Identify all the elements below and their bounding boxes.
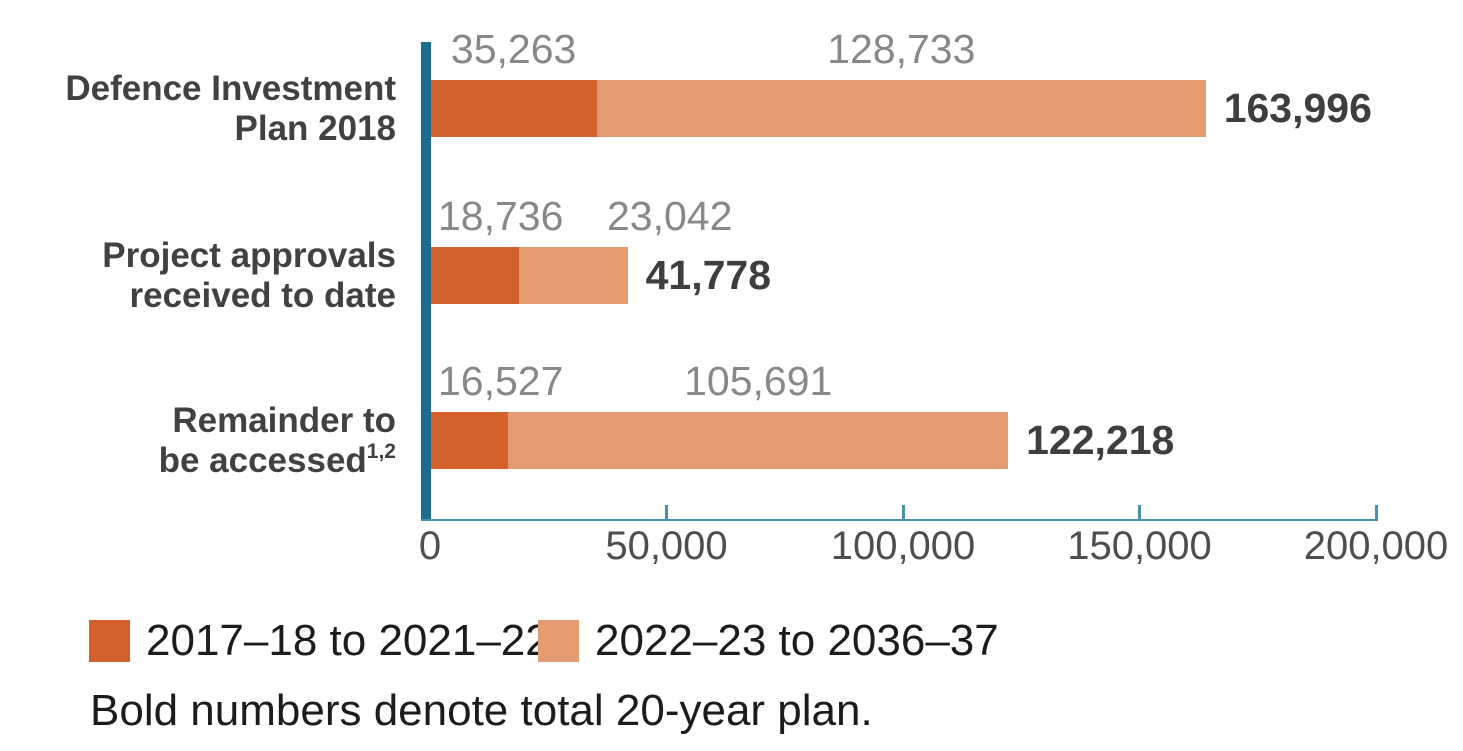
bar-segment-2022-23-to-2036-37 — [508, 412, 1009, 469]
category-label: Remainder to be accessed1,2 — [0, 401, 396, 480]
category-label: Project approvals received to date — [0, 236, 396, 315]
segment1-value-label: 16,527 — [438, 358, 564, 404]
bar-segment-2022-23-to-2036-37 — [596, 80, 1206, 137]
total-value-label: 122,218 — [1026, 417, 1175, 463]
category-line-2: received to date — [129, 275, 397, 315]
legend-swatch-2022-23-to-2036-37 — [538, 620, 579, 662]
chart-row-remainder-to-be-accessed: Remainder to be accessed1,2 16,527 105,6… — [0, 357, 1463, 480]
footnote-marker: 1,2 — [366, 439, 396, 463]
x-axis-tick — [901, 505, 905, 520]
x-axis-tick — [1374, 505, 1378, 520]
segment2-value-label: 105,691 — [684, 358, 833, 404]
segment2-value-label: 23,042 — [607, 193, 733, 239]
total-value-label: 41,778 — [645, 252, 771, 298]
x-axis-tick-label: 200,000 — [1303, 524, 1449, 568]
stacked-bar — [430, 247, 628, 304]
x-axis-tick — [1138, 505, 1141, 520]
chart-footnote: Bold numbers denote total 20-year plan. — [90, 686, 873, 735]
bar-segment-2017-18-to-2021-22 — [430, 412, 509, 469]
x-axis-tick-label: 50,000 — [605, 524, 728, 568]
x-axis-line — [421, 519, 1378, 521]
stacked-bar — [430, 80, 1206, 137]
category-line-2: be accessed1,2 — [158, 439, 396, 480]
legend-label-2017-18-to-2021-22: 2017–18 to 2021–22 — [146, 616, 550, 665]
chart-row-project-approvals: Project approvals received to date 18,73… — [0, 192, 1463, 315]
category-line-2: Plan 2018 — [234, 108, 397, 148]
category-line-1: Project approvals — [102, 235, 396, 275]
segment1-value-label: 18,736 — [438, 193, 564, 239]
bar-segment-2017-18-to-2021-22 — [430, 80, 597, 137]
legend-swatch-2017-18-to-2021-22 — [89, 620, 130, 662]
legend-label-2022-23-to-2036-37: 2022–23 to 2036–37 — [595, 616, 999, 665]
bar-segment-2022-23-to-2036-37 — [518, 247, 628, 304]
x-axis-tick-label: 100,000 — [830, 524, 976, 568]
total-value-label: 163,996 — [1223, 85, 1372, 131]
x-axis-tick — [665, 505, 668, 520]
x-axis-tick-label: 0 — [418, 524, 442, 568]
category-label: Defence Investment Plan 2018 — [0, 69, 396, 148]
x-axis-tick-label: 150,000 — [1067, 524, 1212, 568]
category-line-1: Remainder to — [172, 400, 396, 440]
category-line-1: Defence Investment — [65, 68, 396, 108]
chart-row-defence-investment-plan: Defence Investment Plan 2018 35,263 128,… — [0, 25, 1463, 148]
bar-segment-2017-18-to-2021-22 — [430, 247, 519, 304]
segment1-value-label: 35,263 — [450, 26, 577, 72]
stacked-bar — [430, 412, 1009, 469]
segment2-value-label: 128,733 — [827, 26, 976, 72]
y-axis-bar — [421, 42, 431, 521]
